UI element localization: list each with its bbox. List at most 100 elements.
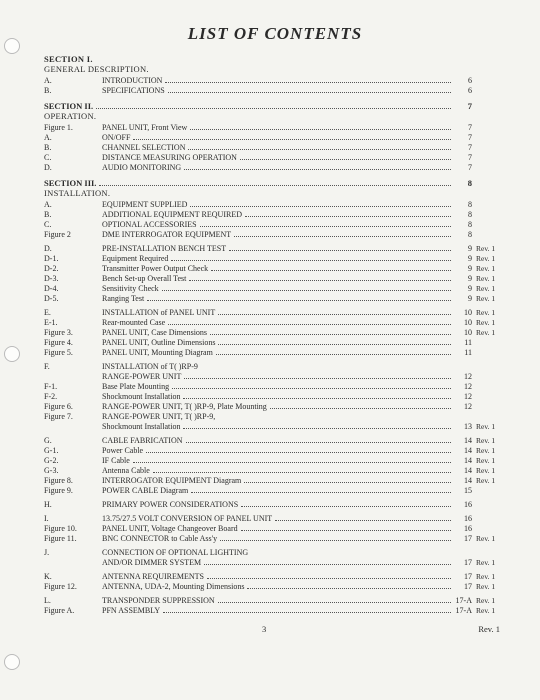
- toc-row: A.ON/OFF7: [44, 133, 506, 143]
- entry-text: ON/OFF: [102, 133, 130, 143]
- entry-text: Rear-mounted Case: [102, 318, 165, 328]
- entry-page: 10: [454, 328, 472, 338]
- entry-group: A.EQUIPMENT SUPPLIED8B.ADDITIONAL EQUIPM…: [44, 200, 506, 616]
- toc-row: F-1.Base Plate Mounting12: [44, 382, 506, 392]
- entry-text: RANGE-POWER UNIT: [102, 372, 181, 382]
- entry-rev: Rev. 1: [472, 596, 506, 605]
- page-title: LIST OF CONTENTS: [44, 24, 506, 44]
- leader-dots: [183, 428, 451, 429]
- entry-text: AUDIO MONITORING: [102, 163, 181, 173]
- entry-page: 7: [454, 143, 472, 153]
- entry-page: 16: [454, 500, 472, 510]
- entry-label: A.: [44, 133, 102, 143]
- toc-row: C.OPTIONAL ACCESSORIES8: [44, 220, 506, 230]
- entry-label: I.: [44, 514, 102, 524]
- entry-label: L.: [44, 596, 102, 606]
- toc-row: Figure 12.ANTENNA, UDA-2, Mounting Dimen…: [44, 582, 506, 592]
- entry-group: A.INTRODUCTION6B.SPECIFICATIONS6: [44, 76, 506, 96]
- leader-dots: [163, 612, 451, 613]
- entry-page: 11: [454, 348, 472, 358]
- entry-rev: Rev. 1: [472, 328, 506, 337]
- entry-text: PANEL UNIT, Case Dimensions: [102, 328, 207, 338]
- entry-page: 17-A: [454, 596, 472, 606]
- entry-rev: Rev. 1: [472, 284, 506, 293]
- entry-page: 7: [454, 153, 472, 163]
- entry-page: 10: [454, 308, 472, 318]
- entry-text: CHANNEL SELECTION: [102, 143, 185, 153]
- entry-group: Figure 1.PANEL UNIT, Front View7A.ON/OFF…: [44, 123, 506, 173]
- toc-row: K.ANTENNA REQUIREMENTS17Rev. 1: [44, 572, 506, 582]
- entry-label: Figure 12.: [44, 582, 102, 592]
- toc-row: D.PRE-INSTALLATION BENCH TEST9Rev. 1: [44, 244, 506, 254]
- entry-text: Power Cable: [102, 446, 143, 456]
- entry-label: F-1.: [44, 382, 102, 392]
- entry-text: DISTANCE MEASURING OPERATION: [102, 153, 237, 163]
- entry-text: BNC CONNECTOR to Cable Ass'y: [102, 534, 217, 544]
- toc-row: Figure 7.RANGE-POWER UNIT, T( )RP-9,: [44, 412, 506, 422]
- page-footer: 3 Rev. 1: [44, 624, 506, 634]
- leader-dots: [183, 398, 451, 399]
- leader-dots: [162, 290, 451, 291]
- toc-row: D-4.Sensitivity Check9Rev. 1: [44, 284, 506, 294]
- leader-dots: [200, 226, 451, 227]
- section-page: 7: [454, 101, 472, 111]
- leader-dots: [133, 462, 451, 463]
- section-head: SECTION I.: [44, 54, 506, 64]
- entry-label: B.: [44, 143, 102, 153]
- toc-row: D-3.Bench Set-up Overall Test9Rev. 1: [44, 274, 506, 284]
- entry-text: CABLE FABRICATION: [102, 436, 183, 446]
- entry-label: G.: [44, 436, 102, 446]
- entry-text: ANTENNA, UDA-2, Mounting Dimensions: [102, 582, 244, 592]
- leader-dots: [133, 139, 451, 140]
- entry-rev: Rev. 1: [472, 456, 506, 465]
- leader-dots: [218, 314, 451, 315]
- leader-dots: [234, 236, 451, 237]
- entry-label: G-3.: [44, 466, 102, 476]
- entry-rev: Rev. 1: [472, 606, 506, 615]
- entry-label: A.: [44, 76, 102, 86]
- leader-dots: [171, 260, 451, 261]
- toc-row: Figure 10.PANEL UNIT, Voltage Changeover…: [44, 524, 506, 534]
- toc-row: E-1.Rear-mounted Case10Rev. 1: [44, 318, 506, 328]
- entry-page: 14: [454, 446, 472, 456]
- entry-page: 12: [454, 392, 472, 402]
- entry-rev: Rev. 1: [472, 446, 506, 455]
- entry-text: Antenna Cable: [102, 466, 150, 476]
- leader-dots: [218, 344, 451, 345]
- toc-row: D-1.Equipment Required9Rev. 1: [44, 254, 506, 264]
- entry-text: PANEL UNIT, Outline Dimensions: [102, 338, 215, 348]
- entry-rev: Rev. 1: [472, 318, 506, 327]
- entry-text: Base Plate Mounting: [102, 382, 169, 392]
- entry-page: 17: [454, 534, 472, 544]
- entry-label: D.: [44, 244, 102, 254]
- entry-text: IF Cable: [102, 456, 130, 466]
- leader-dots: [190, 129, 451, 130]
- leader-dots: [245, 216, 451, 217]
- leader-dots: [147, 300, 451, 301]
- toc-row: E.INSTALLATION of PANEL UNIT10Rev. 1: [44, 308, 506, 318]
- entry-rev: Rev. 1: [472, 534, 506, 543]
- toc-row: F.INSTALLATION of T( )RP-9: [44, 362, 506, 372]
- entry-label: F.: [44, 362, 102, 372]
- toc-row: B.ADDITIONAL EQUIPMENT REQUIRED8: [44, 210, 506, 220]
- leader-dots: [191, 492, 451, 493]
- leader-dots: [229, 250, 451, 251]
- footer-page-number: 3: [262, 624, 266, 634]
- leader-dots: [96, 108, 451, 109]
- toc-row: Figure 4.PANEL UNIT, Outline Dimensions1…: [44, 338, 506, 348]
- entry-label: D-3.: [44, 274, 102, 284]
- leader-dots: [211, 270, 451, 271]
- leader-dots: [189, 280, 451, 281]
- entry-label: G-1.: [44, 446, 102, 456]
- entry-text: PRIMARY POWER CONSIDERATIONS: [102, 500, 238, 510]
- entry-label: Figure 1.: [44, 123, 102, 133]
- entry-page: 8: [454, 200, 472, 210]
- entry-text: INTERROGATOR EQUIPMENT Diagram: [102, 476, 241, 486]
- entry-label: H.: [44, 500, 102, 510]
- toc-row: Figure 2DME INTERROGATOR EQUIPMENT8: [44, 230, 506, 240]
- toc-row: D-2.Transmitter Power Output Check9Rev. …: [44, 264, 506, 274]
- entry-label: C.: [44, 153, 102, 163]
- leader-dots: [172, 388, 451, 389]
- entry-label: A.: [44, 200, 102, 210]
- toc-row: J.CONNECTION OF OPTIONAL LIGHTING: [44, 548, 506, 558]
